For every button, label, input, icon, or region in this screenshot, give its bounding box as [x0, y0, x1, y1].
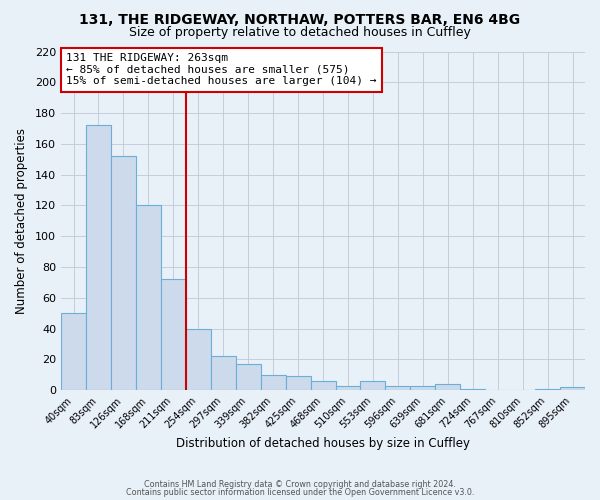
Bar [436, 384, 460, 390]
Bar [410, 386, 436, 390]
Bar [286, 376, 311, 390]
Bar [111, 156, 136, 390]
Bar [86, 126, 111, 390]
Text: Contains HM Land Registry data © Crown copyright and database right 2024.: Contains HM Land Registry data © Crown c… [144, 480, 456, 489]
Text: 131, THE RIDGEWAY, NORTHAW, POTTERS BAR, EN6 4BG: 131, THE RIDGEWAY, NORTHAW, POTTERS BAR,… [79, 12, 521, 26]
Bar [460, 388, 485, 390]
Bar [335, 386, 361, 390]
Bar [260, 375, 286, 390]
Bar [361, 381, 385, 390]
Text: Contains public sector information licensed under the Open Government Licence v3: Contains public sector information licen… [126, 488, 474, 497]
Text: 131 THE RIDGEWAY: 263sqm
← 85% of detached houses are smaller (575)
15% of semi-: 131 THE RIDGEWAY: 263sqm ← 85% of detach… [66, 53, 377, 86]
Bar [560, 387, 585, 390]
Bar [236, 364, 260, 390]
Y-axis label: Number of detached properties: Number of detached properties [15, 128, 28, 314]
X-axis label: Distribution of detached houses by size in Cuffley: Distribution of detached houses by size … [176, 437, 470, 450]
Bar [61, 314, 86, 390]
Bar [211, 356, 236, 390]
Bar [136, 206, 161, 390]
Text: Size of property relative to detached houses in Cuffley: Size of property relative to detached ho… [129, 26, 471, 39]
Bar [535, 388, 560, 390]
Bar [311, 381, 335, 390]
Bar [161, 280, 186, 390]
Bar [385, 386, 410, 390]
Bar [186, 328, 211, 390]
